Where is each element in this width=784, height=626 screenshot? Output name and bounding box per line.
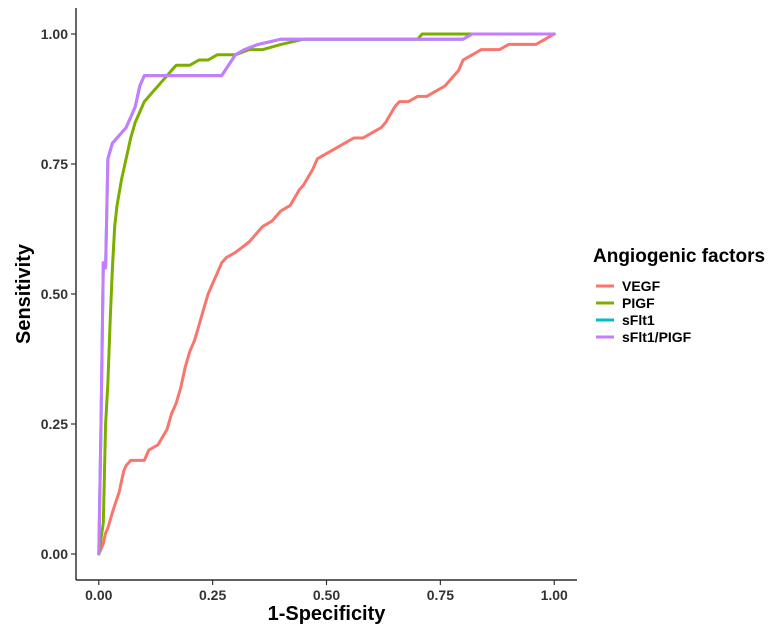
series-layer [97,32,556,556]
y-tick-label: 0.50 [41,286,68,302]
x-tick-label: 0.75 [427,587,454,603]
legend: Angiogenic factors VEGFPIGFsFlt1sFlt1/PI… [593,246,765,345]
y-axis-title: Sensitivity [13,243,35,344]
legend-label-0: VEGF [622,278,661,294]
x-axis-title: 1-Specificity [268,603,387,625]
legend-label-3: sFlt1/PIGF [622,329,692,345]
x-tick-label: 0.25 [199,587,226,603]
y-tick-label: 0.00 [41,546,68,562]
legend-title: Angiogenic factors [593,246,765,267]
series-line-0 [97,32,556,556]
plot-area: 0.00 0.25 0.50 0.75 1.00 0.00 0.25 0.50 0.75 1.0… [41,8,577,603]
legend-label-1: PIGF [622,295,655,311]
series-line-2 [97,32,556,556]
x-tick-label: 0.00 [85,587,112,603]
series-line-3 [97,32,556,556]
x-ticks: 0.00 0.25 0.50 0.75 1.00 [85,580,568,603]
y-tick-label: 0.75 [41,156,68,172]
x-tick-label: 1.00 [541,587,568,603]
y-ticks: 0.00 0.25 0.50 0.75 1.00 [41,26,76,562]
x-tick-label: 0.50 [313,587,340,603]
legend-label-2: sFlt1 [622,312,655,328]
y-tick-label: 0.25 [41,416,68,432]
y-tick-label: 1.00 [41,26,68,42]
series-line-1 [97,32,556,556]
